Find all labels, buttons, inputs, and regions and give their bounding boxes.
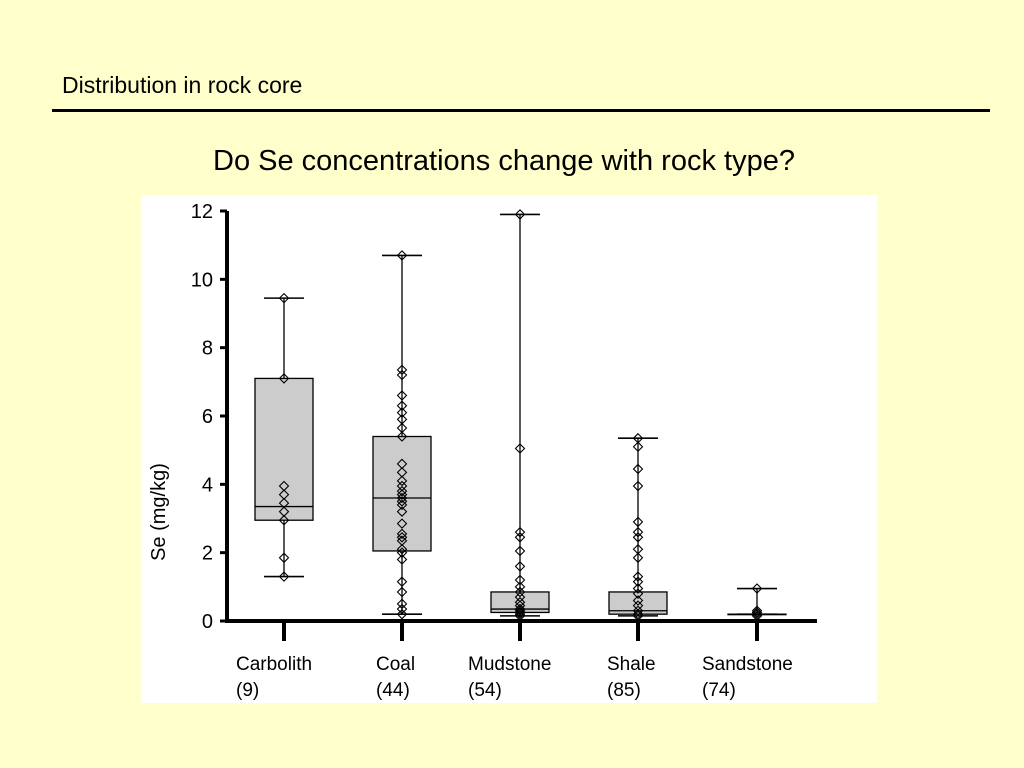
data-point xyxy=(514,532,526,543)
data-point xyxy=(396,608,408,620)
data-point xyxy=(278,292,290,304)
data-point xyxy=(632,532,644,543)
data-point xyxy=(632,526,644,538)
y-tick-label: 2 xyxy=(202,543,213,565)
data-point xyxy=(751,605,763,617)
data-point xyxy=(514,586,526,598)
x-category-count: (9) xyxy=(236,680,260,701)
y-tick-label: 12 xyxy=(191,201,213,223)
x-category-label: Sandstone xyxy=(702,654,793,675)
chart-panel: 0 2 4 6 8 10 12 Se (mg/kg) Carbolith (9) Coal (44… xyxy=(141,195,877,703)
box-iqr xyxy=(608,591,668,615)
data-point xyxy=(632,610,644,622)
data-point xyxy=(514,443,526,454)
data-point xyxy=(396,431,408,442)
data-point xyxy=(632,605,644,617)
data-point xyxy=(278,497,290,509)
data-point xyxy=(396,506,408,517)
data-point xyxy=(632,571,644,582)
data-point xyxy=(632,432,644,444)
data-point xyxy=(278,571,290,582)
x-category-count: (44) xyxy=(376,680,410,701)
data-point xyxy=(632,480,644,492)
data-point xyxy=(396,390,408,401)
data-point xyxy=(396,518,408,529)
data-point xyxy=(396,458,408,470)
data-point xyxy=(632,588,644,599)
y-axis-label: Se (mg/kg) xyxy=(148,463,170,561)
data-point xyxy=(278,489,290,500)
x-category-label: Carbolith xyxy=(236,654,313,675)
data-point xyxy=(396,598,408,610)
data-point xyxy=(396,467,408,478)
data-point xyxy=(396,369,408,381)
data-point xyxy=(278,514,290,526)
data-point xyxy=(514,581,526,593)
data-point xyxy=(278,552,290,564)
data-point xyxy=(514,591,526,603)
data-point xyxy=(751,607,763,618)
y-tick-label: 10 xyxy=(191,269,213,291)
x-category-count: (54) xyxy=(468,680,502,701)
slide-title: Do Se concentrations change with rock ty… xyxy=(213,145,795,177)
header-rule xyxy=(52,109,990,112)
data-point xyxy=(278,373,290,384)
data-point xyxy=(632,576,644,587)
x-category-count: (85) xyxy=(607,680,641,701)
data-point xyxy=(514,545,526,557)
y-tick-label: 8 xyxy=(202,338,213,360)
data-point xyxy=(396,480,408,492)
data-point xyxy=(396,407,408,418)
data-point xyxy=(514,561,526,572)
data-point xyxy=(514,526,526,538)
data-point xyxy=(396,475,408,487)
data-point xyxy=(751,583,763,594)
y-tick-label: 6 xyxy=(202,406,213,428)
data-point xyxy=(632,441,644,453)
y-tick-label: 0 xyxy=(202,611,213,633)
data-point xyxy=(632,552,644,564)
data-point xyxy=(396,603,408,615)
data-point xyxy=(396,485,408,497)
x-category-label: Mudstone xyxy=(468,654,552,675)
data-point xyxy=(396,250,408,261)
data-point xyxy=(396,400,408,412)
data-point xyxy=(278,506,290,517)
data-point xyxy=(396,543,408,555)
y-tick-label: 4 xyxy=(202,474,213,496)
data-point xyxy=(632,463,644,475)
data-point xyxy=(278,480,290,492)
data-point xyxy=(632,595,644,606)
data-point xyxy=(396,576,408,587)
box-iqr xyxy=(254,377,314,521)
box-plot-chart: 0 2 4 6 8 10 12 Se (mg/kg) xyxy=(148,201,817,641)
data-point xyxy=(396,528,408,540)
slide-header: Distribution in rock core xyxy=(62,72,303,98)
data-point xyxy=(514,574,526,586)
data-point xyxy=(396,422,408,434)
x-category-label: Shale xyxy=(607,654,656,675)
data-point xyxy=(396,414,408,425)
data-point xyxy=(396,586,408,598)
data-point xyxy=(514,209,526,220)
data-point xyxy=(396,364,408,376)
data-point xyxy=(632,583,644,594)
x-category-count: (74) xyxy=(702,680,736,701)
data-point xyxy=(632,516,644,528)
data-point xyxy=(514,605,526,617)
x-category-label: Coal xyxy=(376,654,416,675)
data-point xyxy=(396,554,408,565)
data-point xyxy=(514,596,526,608)
data-point xyxy=(632,543,644,555)
data-point xyxy=(632,600,644,611)
